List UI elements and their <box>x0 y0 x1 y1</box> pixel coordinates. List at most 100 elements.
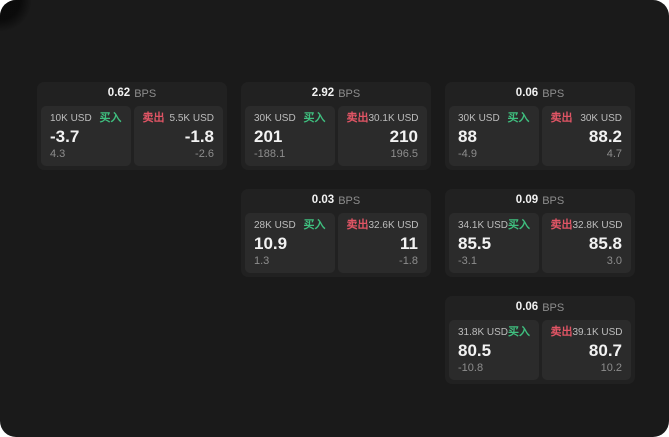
sell-notional-label: 30K USD <box>580 112 622 124</box>
sell-panel[interactable]: 卖出 30.1K USD 210 196.5 <box>337 106 427 166</box>
bps-header: 2.92 BPS <box>245 82 427 106</box>
quote-panels: 31.8K USD 买入 80.5 -10.8 卖出 39.1K USD 80.… <box>449 320 631 380</box>
sell-panel[interactable]: 卖出 39.1K USD 80.7 10.2 <box>541 320 631 380</box>
buy-price: 80.5 <box>458 341 492 360</box>
buy-side-label: 买入 <box>303 112 326 124</box>
sell-delta: 196.5 <box>390 148 418 160</box>
sell-panel[interactable]: 卖出 32.6K USD 11 -1.8 <box>337 213 427 273</box>
sell-notional-label: 32.6K USD <box>368 219 419 231</box>
buy-side-label: 买入 <box>99 112 122 124</box>
buy-notional-label: 28K USD <box>254 219 296 231</box>
buy-notional-label: 34.1K USD <box>458 219 509 231</box>
buy-panel-header: 30K USD 买入 <box>458 113 530 124</box>
bps-header: 0.03 BPS <box>245 189 427 213</box>
buy-side-label: 买入 <box>508 219 531 231</box>
bps-value: 0.06 <box>515 301 539 314</box>
buy-panel[interactable]: 31.8K USD 买入 80.5 -10.8 <box>449 320 539 380</box>
buy-panel[interactable]: 30K USD 买入 201 -188.1 <box>245 106 335 166</box>
sell-notional-label: 32.8K USD <box>572 219 623 231</box>
sell-notional-label: 30.1K USD <box>368 112 419 124</box>
buy-panel-header: 28K USD 买入 <box>254 220 326 231</box>
sell-notional-label: 5.5K USD <box>169 112 214 124</box>
sell-price: -1.8 <box>184 127 214 146</box>
sell-delta: -1.8 <box>399 255 418 267</box>
sell-side-label: 卖出 <box>550 219 573 231</box>
buy-panel[interactable]: 28K USD 买入 10.9 1.3 <box>245 213 335 273</box>
buy-panel-header: 10K USD 买入 <box>50 113 122 124</box>
buy-panel[interactable]: 34.1K USD 买入 85.5 -3.1 <box>449 213 539 273</box>
sell-delta: 10.2 <box>600 362 622 374</box>
sell-panel-header: 卖出 32.8K USD <box>551 220 623 231</box>
buy-side-label: 买入 <box>303 219 326 231</box>
sell-delta: 4.7 <box>606 148 622 160</box>
buy-delta: 1.3 <box>254 255 270 267</box>
sell-panel[interactable]: 卖出 32.8K USD 85.8 3.0 <box>541 213 631 273</box>
sell-side-label: 卖出 <box>346 219 369 231</box>
bps-value: 0.03 <box>311 194 335 207</box>
sell-panel-header: 卖出 30K USD <box>551 113 623 124</box>
quote-panels: 30K USD 买入 201 -188.1 卖出 30.1K USD 210 1… <box>245 106 427 166</box>
buy-notional-label: 10K USD <box>50 112 92 124</box>
sell-price: 88.2 <box>588 127 622 146</box>
buy-price: 88 <box>458 127 477 146</box>
sell-panel[interactable]: 卖出 5.5K USD -1.8 -2.6 <box>133 106 223 166</box>
buy-delta: 4.3 <box>50 148 66 160</box>
buy-delta: -10.8 <box>458 362 484 374</box>
bps-header: 0.09 BPS <box>449 189 631 213</box>
sell-notional-label: 39.1K USD <box>572 326 623 338</box>
sell-side-label: 卖出 <box>346 112 369 124</box>
sell-side-label: 卖出 <box>550 326 573 338</box>
sell-panel-header: 卖出 5.5K USD <box>143 113 215 124</box>
buy-panel-header: 30K USD 买入 <box>254 113 326 124</box>
buy-price: -3.7 <box>50 127 80 146</box>
buy-side-label: 买入 <box>508 326 531 338</box>
sell-panel-header: 卖出 32.6K USD <box>347 220 419 231</box>
sell-panel-header: 卖出 30.1K USD <box>347 113 419 124</box>
buy-notional-label: 30K USD <box>254 112 296 124</box>
bps-unit-label: BPS <box>338 194 361 207</box>
buy-panel-header: 31.8K USD 买入 <box>458 327 530 338</box>
buy-price: 85.5 <box>458 234 492 253</box>
sell-delta: -2.6 <box>195 148 214 160</box>
bps-unit-label: BPS <box>542 87 565 100</box>
buy-notional-label: 31.8K USD <box>458 326 509 338</box>
quote-card: 0.06 BPS 31.8K USD 买入 80.5 -10.8 卖出 39.1… <box>445 296 635 384</box>
buy-notional-label: 30K USD <box>458 112 500 124</box>
bps-unit-label: BPS <box>338 87 361 100</box>
bps-value: 0.09 <box>515 194 539 207</box>
buy-panel[interactable]: 10K USD 买入 -3.7 4.3 <box>41 106 131 166</box>
bps-value: 0.62 <box>107 87 131 100</box>
quote-panels: 34.1K USD 买入 85.5 -3.1 卖出 32.8K USD 85.8… <box>449 213 631 273</box>
sell-price: 80.7 <box>588 341 622 360</box>
buy-delta: -4.9 <box>458 148 477 160</box>
buy-side-label: 买入 <box>507 112 530 124</box>
bps-header: 0.06 BPS <box>449 296 631 320</box>
buy-price: 10.9 <box>254 234 288 253</box>
buy-panel[interactable]: 30K USD 买入 88 -4.9 <box>449 106 539 166</box>
quote-panels: 28K USD 买入 10.9 1.3 卖出 32.6K USD 11 -1.8 <box>245 213 427 273</box>
bps-unit-label: BPS <box>542 301 565 314</box>
quote-card: 0.09 BPS 34.1K USD 买入 85.5 -3.1 卖出 32.8K… <box>445 189 635 277</box>
bps-header: 0.06 BPS <box>449 82 631 106</box>
corner-shadow <box>0 0 44 44</box>
sell-price: 85.8 <box>588 234 622 253</box>
sell-panel[interactable]: 卖出 30K USD 88.2 4.7 <box>541 106 631 166</box>
buy-delta: -188.1 <box>254 148 286 160</box>
quote-card: 0.62 BPS 10K USD 买入 -3.7 4.3 卖出 5.5K USD… <box>37 82 227 170</box>
sell-side-label: 卖出 <box>142 112 165 124</box>
bps-header: 0.62 BPS <box>41 82 223 106</box>
sell-side-label: 卖出 <box>550 112 573 124</box>
quote-card: 0.03 BPS 28K USD 买入 10.9 1.3 卖出 32.6K US… <box>241 189 431 277</box>
quote-card: 0.06 BPS 30K USD 买入 88 -4.9 卖出 30K USD 8… <box>445 82 635 170</box>
quote-panels: 30K USD 买入 88 -4.9 卖出 30K USD 88.2 4.7 <box>449 106 631 166</box>
bps-unit-label: BPS <box>134 87 157 100</box>
bps-unit-label: BPS <box>542 194 565 207</box>
quote-panels: 10K USD 买入 -3.7 4.3 卖出 5.5K USD -1.8 -2.… <box>41 106 223 166</box>
buy-price: 201 <box>254 127 283 146</box>
quote-card: 2.92 BPS 30K USD 买入 201 -188.1 卖出 30.1K … <box>241 82 431 170</box>
sell-price: 210 <box>389 127 418 146</box>
buy-delta: -3.1 <box>458 255 477 267</box>
sell-price: 11 <box>400 234 418 253</box>
sell-panel-header: 卖出 39.1K USD <box>551 327 623 338</box>
